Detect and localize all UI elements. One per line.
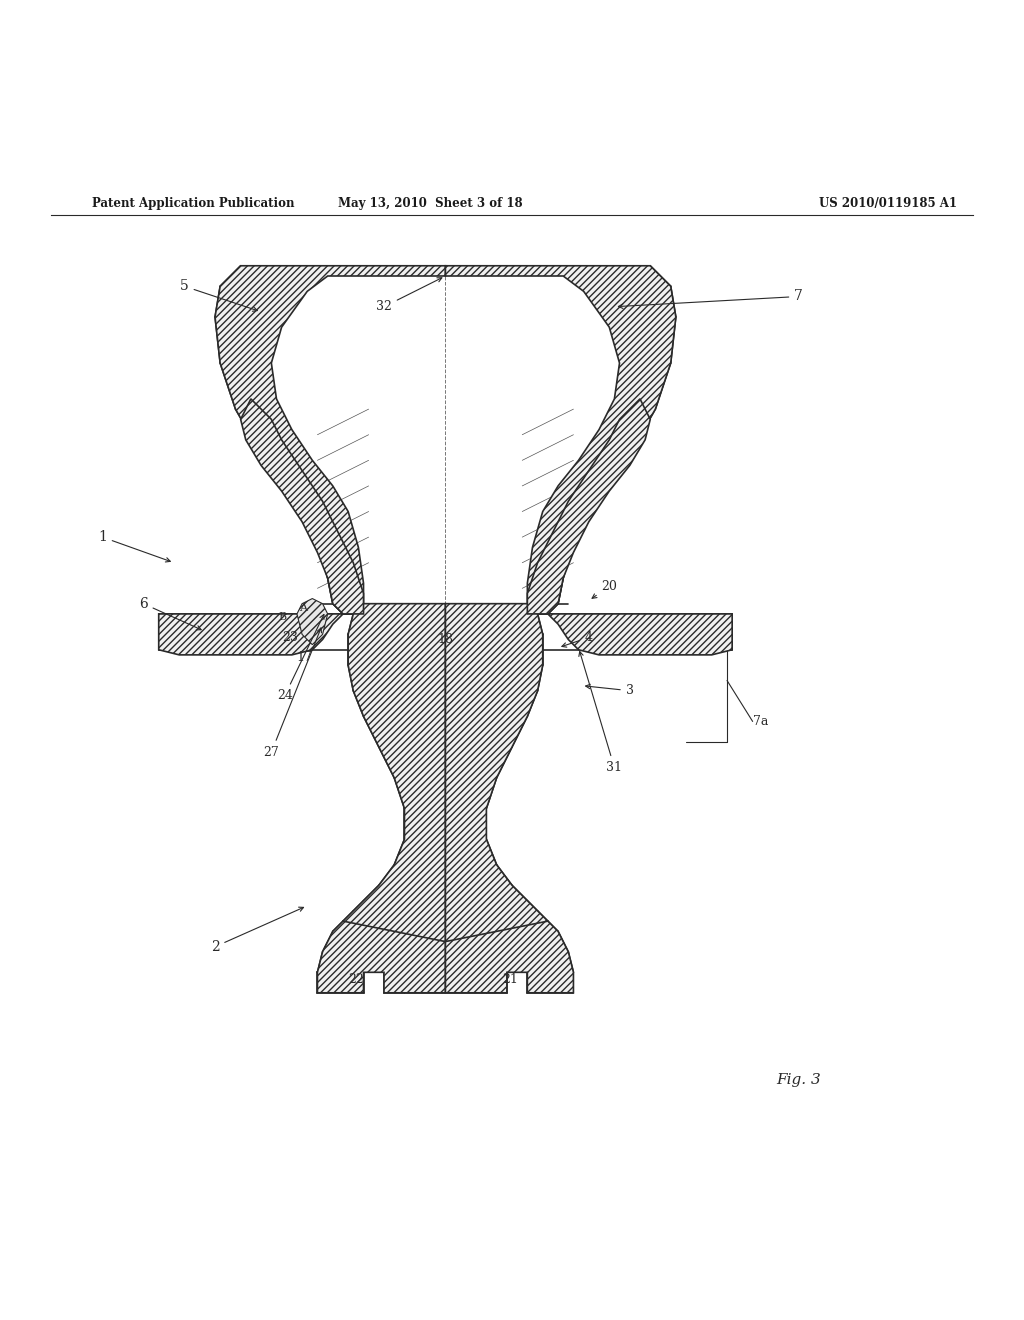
Text: 4: 4 [562,631,593,647]
Text: 18: 18 [437,634,454,645]
Polygon shape [445,603,548,941]
Text: Patent Application Publication: Patent Application Publication [92,197,295,210]
Text: 23: 23 [282,631,298,644]
Polygon shape [241,399,364,614]
Text: 27: 27 [263,628,322,759]
Text: 6: 6 [139,597,201,630]
Text: 7: 7 [618,289,803,309]
Polygon shape [159,614,343,655]
Text: 22: 22 [348,973,365,986]
Text: 5: 5 [180,280,257,312]
Text: 1: 1 [98,531,170,562]
Text: Fig. 3: Fig. 3 [776,1073,821,1086]
Polygon shape [343,603,445,941]
Polygon shape [445,921,573,993]
Polygon shape [297,598,328,644]
Text: 24: 24 [276,615,324,702]
Polygon shape [445,265,676,614]
Text: 2: 2 [211,907,303,954]
Text: 31: 31 [579,652,623,774]
Text: 7a: 7a [753,715,768,727]
Polygon shape [527,399,650,614]
Polygon shape [548,614,732,655]
Polygon shape [317,921,445,993]
Text: US 2010/0119185 A1: US 2010/0119185 A1 [819,197,957,210]
Text: B: B [279,612,287,622]
Text: 21: 21 [502,973,518,986]
Text: 3: 3 [586,684,634,697]
Polygon shape [215,265,445,614]
Text: May 13, 2010  Sheet 3 of 18: May 13, 2010 Sheet 3 of 18 [338,197,522,210]
Text: 32: 32 [376,277,441,313]
Text: 20: 20 [592,579,617,598]
Text: A: A [299,603,307,612]
Text: 17: 17 [296,652,312,664]
